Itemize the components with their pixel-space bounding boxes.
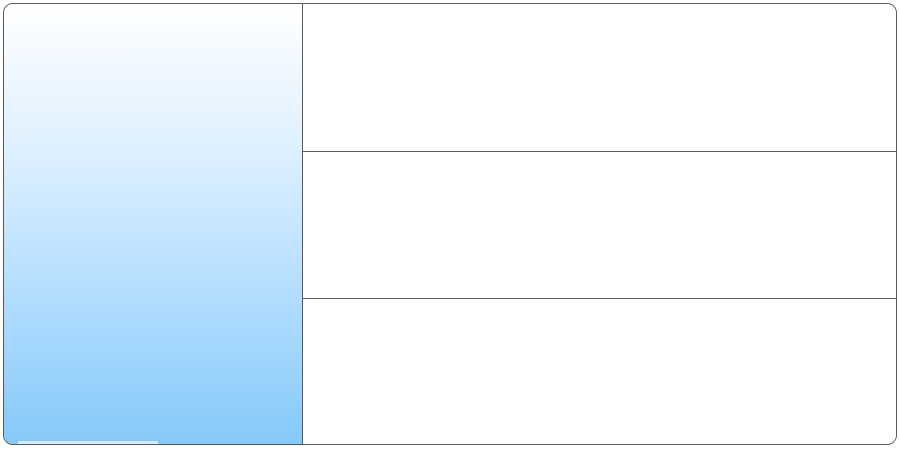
content-row-1[interactable] [303, 4, 896, 152]
content-row-3[interactable] [303, 299, 896, 444]
panel-bottom-highlight [18, 441, 158, 444]
content-row-2[interactable] [303, 152, 896, 299]
content-rows-area [303, 4, 896, 444]
gradient-side-panel [4, 4, 303, 444]
window-frame [3, 3, 897, 445]
